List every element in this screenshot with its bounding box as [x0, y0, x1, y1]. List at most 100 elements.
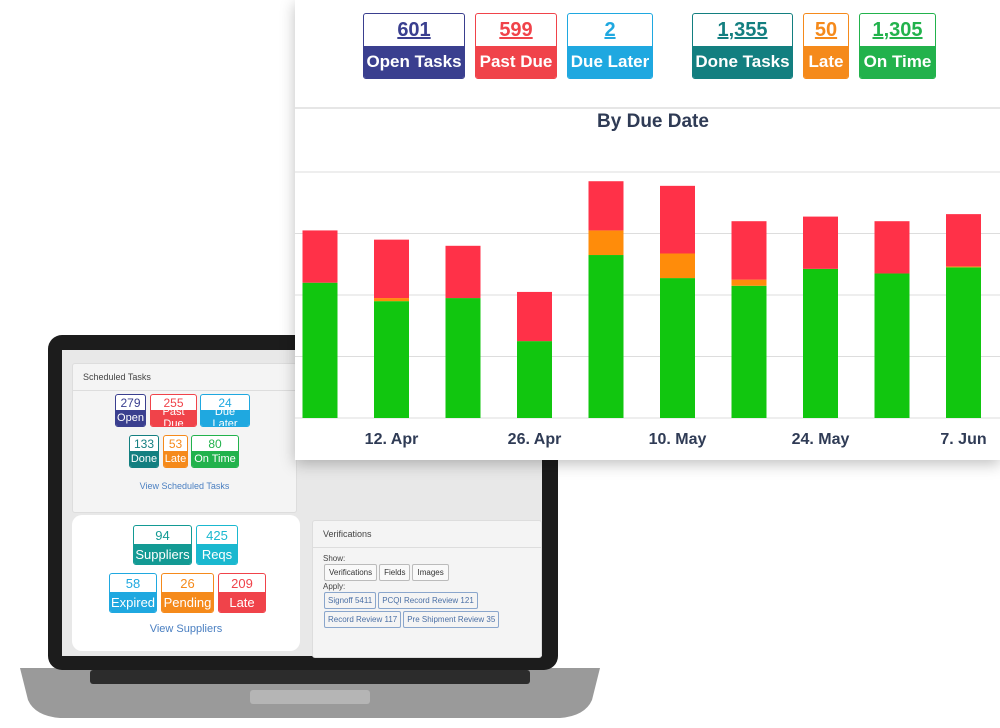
panel-body: Show: Verifications Fields Images Apply: S… [313, 548, 541, 635]
tag: Record Review 117 [324, 611, 402, 628]
badge-label: Late [219, 592, 265, 612]
bar-segment [302, 282, 338, 418]
badge: 133 Done [129, 435, 159, 468]
bar-segment [588, 255, 624, 418]
badge: 58 Expired [109, 573, 157, 613]
badge: 53 Late [163, 435, 188, 468]
badge: 209 Late [218, 573, 266, 613]
badge: 599 Past Due [475, 13, 557, 79]
button[interactable]: Verifications [324, 564, 378, 581]
badge-value: 53 [168, 436, 183, 451]
badge-value: 50 [814, 18, 838, 41]
x-tick-label: 7. Jun [940, 431, 986, 448]
badge: 255 Past Due [150, 394, 197, 427]
tag: Signoff 5411 [324, 592, 377, 609]
badge-label: Done Tasks [693, 46, 792, 78]
badge-label: Open [116, 410, 145, 426]
x-tick-label: 24. May [792, 431, 850, 448]
bar-segment [874, 273, 910, 418]
button[interactable]: Images [412, 564, 449, 581]
badge-value: 599 [499, 18, 533, 41]
summary-badges: 601 Open Tasks 599 Past Due 2 Due Later 1,355 D… [295, 0, 1000, 90]
bar-segment [302, 230, 338, 283]
badge-label: Past Due [151, 406, 196, 426]
bar-segment [660, 253, 695, 279]
bar-segment [588, 230, 624, 256]
bar-segment [731, 221, 767, 280]
badge-value: 24 [218, 395, 232, 410]
bar-segment [517, 291, 552, 342]
badge: 50 Late [803, 13, 849, 79]
label: Apply: [323, 582, 346, 591]
bar-segment [803, 268, 838, 418]
badge-value: 80 [208, 436, 222, 451]
bar-segment [803, 216, 838, 269]
bar-segment [946, 266, 981, 268]
panel-title: Verifications [313, 521, 541, 548]
bar-segment [445, 245, 481, 299]
badge-value: 26 [180, 575, 195, 591]
bar-segment [517, 341, 552, 418]
badge: 601 Open Tasks [363, 13, 465, 79]
badge-label: On Time [192, 451, 238, 467]
bar-segment [588, 181, 624, 231]
bar-segment [660, 185, 695, 254]
badge-value: 1,305 [872, 18, 923, 41]
suppliers-card: 94 Suppliers 425 Reqs 58 Expired 26 Pending 209 L… [72, 515, 300, 651]
badge: 279 Open [115, 394, 146, 427]
bar-segment [445, 298, 481, 418]
badge-value: 425 [206, 527, 228, 543]
bar-segment [731, 279, 767, 286]
chart: By Due Date 12. Apr 26. Apr 10. May 24. May… [295, 107, 1000, 448]
badge-label: Due Later [201, 406, 249, 426]
button[interactable]: Fields [379, 564, 411, 581]
bar-segment [374, 301, 409, 418]
badge: 80 On Time [191, 435, 239, 468]
chart-title: By Due Date [597, 111, 709, 132]
keyboard [90, 670, 530, 684]
badge-label: On Time [860, 46, 935, 78]
badge-label: Done [130, 451, 158, 467]
badge-group: 279 Open 255 Past Due 24 Due Later 133 Done 53 La… [73, 391, 296, 481]
badge: 1,305 On Time [859, 13, 936, 79]
badge-value: 58 [125, 575, 141, 591]
x-tick-label: 10. May [649, 431, 707, 448]
bar-segment [874, 221, 910, 274]
x-tick-label: 12. Apr [365, 431, 419, 448]
label: Show: [323, 554, 346, 563]
badge: 24 Due Later [200, 394, 250, 427]
tag-group: Signoff 5411 PCQI Record Review 121 Record… [323, 591, 513, 629]
badge-value: 209 [231, 575, 253, 591]
badge: 94 Suppliers [133, 525, 192, 565]
bar-segment [660, 278, 695, 418]
badge-label: Past Due [476, 46, 556, 78]
bar-segment [374, 298, 409, 302]
badge-value: 255 [163, 395, 184, 410]
x-tick-label: 26. Apr [508, 431, 562, 448]
badge-group: 94 Suppliers 425 Reqs 58 Expired 26 Pending 209 L… [72, 515, 300, 623]
badge-label: Due Later [568, 46, 652, 78]
bar-segment [946, 267, 981, 418]
badge: 2 Due Later [567, 13, 653, 79]
button-group: Verifications Fields Images [323, 563, 531, 582]
badge-value: 94 [155, 527, 170, 543]
chart-card: 601 Open Tasks 599 Past Due 2 Due Later 1,355 D… [295, 0, 1000, 460]
badge: 425 Reqs [196, 525, 238, 565]
badge: 1,355 Done Tasks [692, 13, 793, 79]
badge-label: Suppliers [134, 544, 191, 564]
tag: PCQI Record Review 121 [378, 592, 478, 609]
badge-label: Expired [110, 592, 156, 612]
badge-label: Pending [162, 592, 213, 612]
badge-label: Late [164, 451, 187, 467]
badge: 26 Pending [161, 573, 214, 613]
badge-value: 133 [133, 436, 155, 451]
trackpad [250, 690, 370, 704]
badge-value: 1,355 [717, 18, 768, 41]
badge-value: 279 [120, 395, 141, 410]
tag: Pre Shipment Review 35 [403, 611, 500, 628]
link[interactable]: View Scheduled Tasks [139, 481, 230, 491]
scheduled-panel: Scheduled Tasks 279 Open 255 Past Due 24 Due … [72, 363, 297, 513]
panel-title: Scheduled Tasks [73, 364, 296, 391]
link[interactable]: View Suppliers [149, 623, 223, 635]
